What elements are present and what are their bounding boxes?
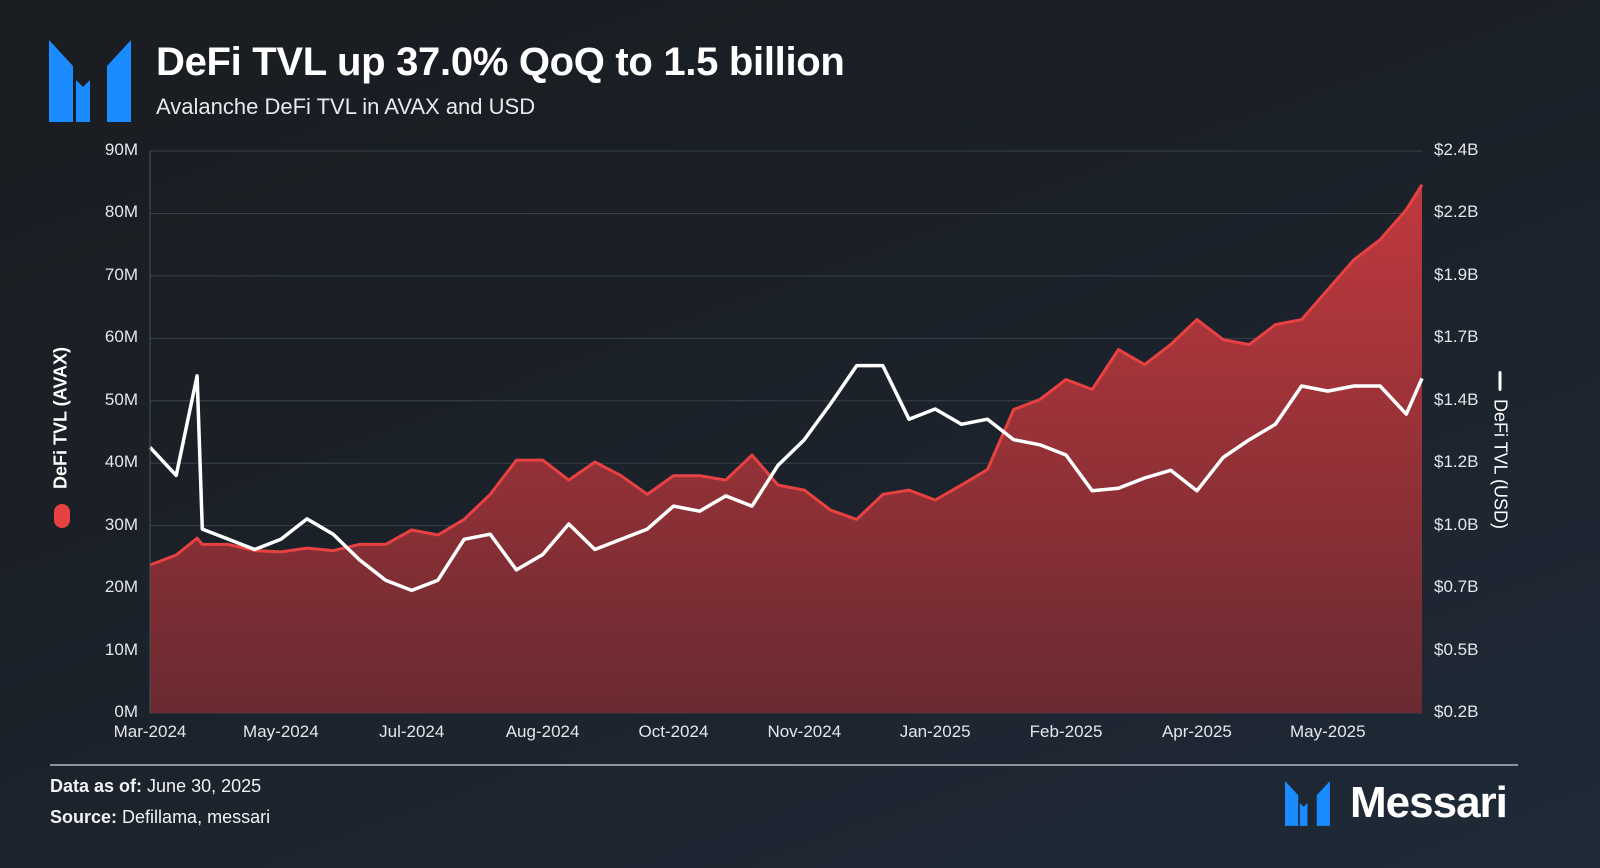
x-axis-tick-label: May-2024 — [243, 722, 319, 741]
right-axis-tick-label: $1.9B — [1434, 264, 1479, 284]
x-axis-tick-label: Jul-2024 — [379, 722, 445, 741]
x-axis-tick-label: Mar-2024 — [113, 722, 187, 741]
left-axis-tick-label: 90M — [104, 140, 138, 159]
footer-divider — [50, 764, 1518, 766]
right-axis-tick-label: $2.2B — [1434, 202, 1479, 222]
left-axis-tick-label: 60M — [104, 327, 138, 347]
source-value: Defillama, messari — [122, 807, 271, 827]
avax-line — [149, 183, 1424, 567]
left-axis-tick-label: 80M — [104, 202, 138, 222]
x-axis-tick-label: Feb-2025 — [1029, 722, 1103, 741]
right-axis-tick-label: $1.4B — [1434, 389, 1479, 409]
avax-area — [150, 184, 1422, 713]
source: Source: Defillama, messari — [50, 807, 270, 828]
left-axis-tick-label: 40M — [104, 452, 138, 472]
usd-legend-marker — [1498, 370, 1502, 391]
right-axis-tick-label: $2.4B — [1434, 140, 1479, 159]
x-axis-tick-label: Jan-2025 — [899, 722, 971, 741]
left-axis-tick-label: 20M — [104, 577, 138, 597]
chart-title: DeFi TVL up 37.0% QoQ to 1.5 billion — [156, 40, 845, 84]
left-axis-tick-label: 70M — [104, 264, 138, 284]
avax-legend-marker — [54, 504, 70, 528]
left-axis-title: DeFi TVL (AVAX) — [50, 346, 71, 490]
right-axis-tick-label: $0.5B — [1434, 639, 1479, 659]
data-as-of-value: June 30, 2025 — [147, 776, 262, 796]
source-label: Source: — [50, 807, 118, 827]
right-axis-tick-label: $0.2B — [1434, 702, 1479, 721]
messari-brand-icon — [1285, 781, 1330, 826]
messari-logo-icon — [49, 40, 131, 122]
right-axis-tick-label: $1.2B — [1434, 452, 1479, 472]
usd-line — [148, 363, 1424, 593]
data-as-of: Data as of: June 30, 2025 — [50, 776, 261, 797]
left-axis-tick-label: 10M — [104, 639, 138, 659]
right-axis-title: DeFi TVL (USD) — [1490, 370, 1511, 530]
chart-subtitle: Avalanche DeFi TVL in AVAX and USD — [156, 94, 536, 119]
messari-wordmark: Messari — [1350, 778, 1508, 827]
x-axis-tick-label: May-2025 — [1289, 722, 1366, 741]
right-axis-tick-label: $1.0B — [1434, 514, 1479, 534]
data-as-of-label: Data as of: — [50, 776, 143, 796]
right-axis-title-text: DeFi TVL (USD) — [1490, 398, 1511, 530]
x-axis-tick-label: Oct-2024 — [638, 722, 709, 741]
right-axis-tick-label: $1.7B — [1434, 327, 1479, 347]
x-axis-tick-label: Aug-2024 — [505, 722, 580, 741]
left-axis-tick-label: 50M — [104, 389, 138, 409]
left-axis-tick-label: 0M — [114, 702, 138, 721]
left-axis-tick-label: 30M — [104, 514, 138, 534]
x-axis-tick-label: Nov-2024 — [767, 722, 842, 741]
x-axis-tick-label: Apr-2025 — [1161, 722, 1232, 741]
right-axis-tick-label: $0.7B — [1434, 577, 1479, 597]
